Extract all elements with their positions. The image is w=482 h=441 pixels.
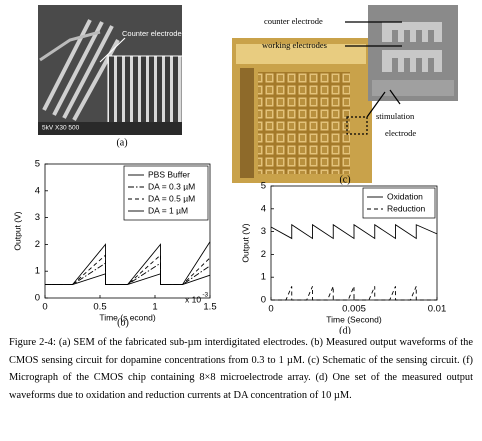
y-tick-label: 4	[35, 185, 40, 196]
x-tick-label: 0.005	[342, 304, 366, 315]
x-tick-label: 1.5	[203, 302, 216, 313]
image-callout: working electrodes	[262, 40, 327, 50]
y-tick-label: 1	[35, 266, 40, 277]
y-tick-label: 0	[35, 293, 40, 304]
y-tick-label: 4	[261, 203, 266, 214]
y-tick-label: 0	[261, 295, 266, 306]
y-tick-label: 2	[35, 239, 40, 250]
x-axis-exponent: -3	[202, 292, 208, 299]
data-line	[45, 241, 211, 286]
legend-label: Oxidation	[387, 191, 423, 201]
figure-caption: Figure 2-4: (a) SEM of the fabricated su…	[9, 337, 473, 401]
y-tick-label: 5	[35, 159, 40, 170]
y-tick-label: 2	[261, 249, 266, 260]
legend-label: PBS Buffer	[148, 169, 190, 179]
panel-label: (a)	[116, 137, 127, 148]
legend-label: DA = 0.5 µM	[148, 193, 195, 203]
panel-label: (b)	[117, 317, 129, 328]
chip-micrograph	[232, 5, 458, 183]
y-tick-label: 1	[261, 272, 266, 283]
legend-label: DA = 0.3 µM	[148, 181, 195, 191]
x-tick-label: 0.01	[428, 304, 447, 315]
x-tick-label: 0	[268, 304, 273, 315]
panel-label: (d)	[339, 325, 351, 334]
legend-label: Reduction	[387, 203, 426, 213]
sem-info: 5kV X30 500	[42, 125, 80, 132]
x-axis-multiplier: x 10	[185, 294, 201, 304]
y-tick-label: 3	[35, 212, 40, 223]
y-axis-label: Output (V)	[12, 211, 22, 250]
panel-label: (c)	[339, 174, 350, 185]
image-callout: electrode	[385, 128, 416, 138]
x-tick-label: 0.5	[93, 302, 106, 313]
legend-label: DA = 1 µM	[148, 205, 188, 215]
x-tick-label: 1	[152, 302, 157, 313]
x-axis-label: Time (s econd)	[99, 312, 156, 322]
y-tick-label: 3	[261, 226, 266, 237]
y-tick-label: 5	[261, 181, 266, 192]
x-axis-label: Time (Second)	[326, 314, 382, 324]
figure-panels: Counter electrode 5kV X30 500 (a) counte…	[12, 5, 458, 334]
legend-box	[362, 187, 436, 219]
image-callout: counter electrode	[264, 16, 323, 26]
sem-image	[38, 5, 183, 135]
x-tick-label: 0	[42, 302, 47, 313]
image-callout: stimulation	[376, 111, 415, 121]
y-axis-label: Output (V)	[240, 223, 250, 262]
image-callout: Counter electrode	[122, 29, 182, 38]
data-line	[270, 223, 438, 240]
